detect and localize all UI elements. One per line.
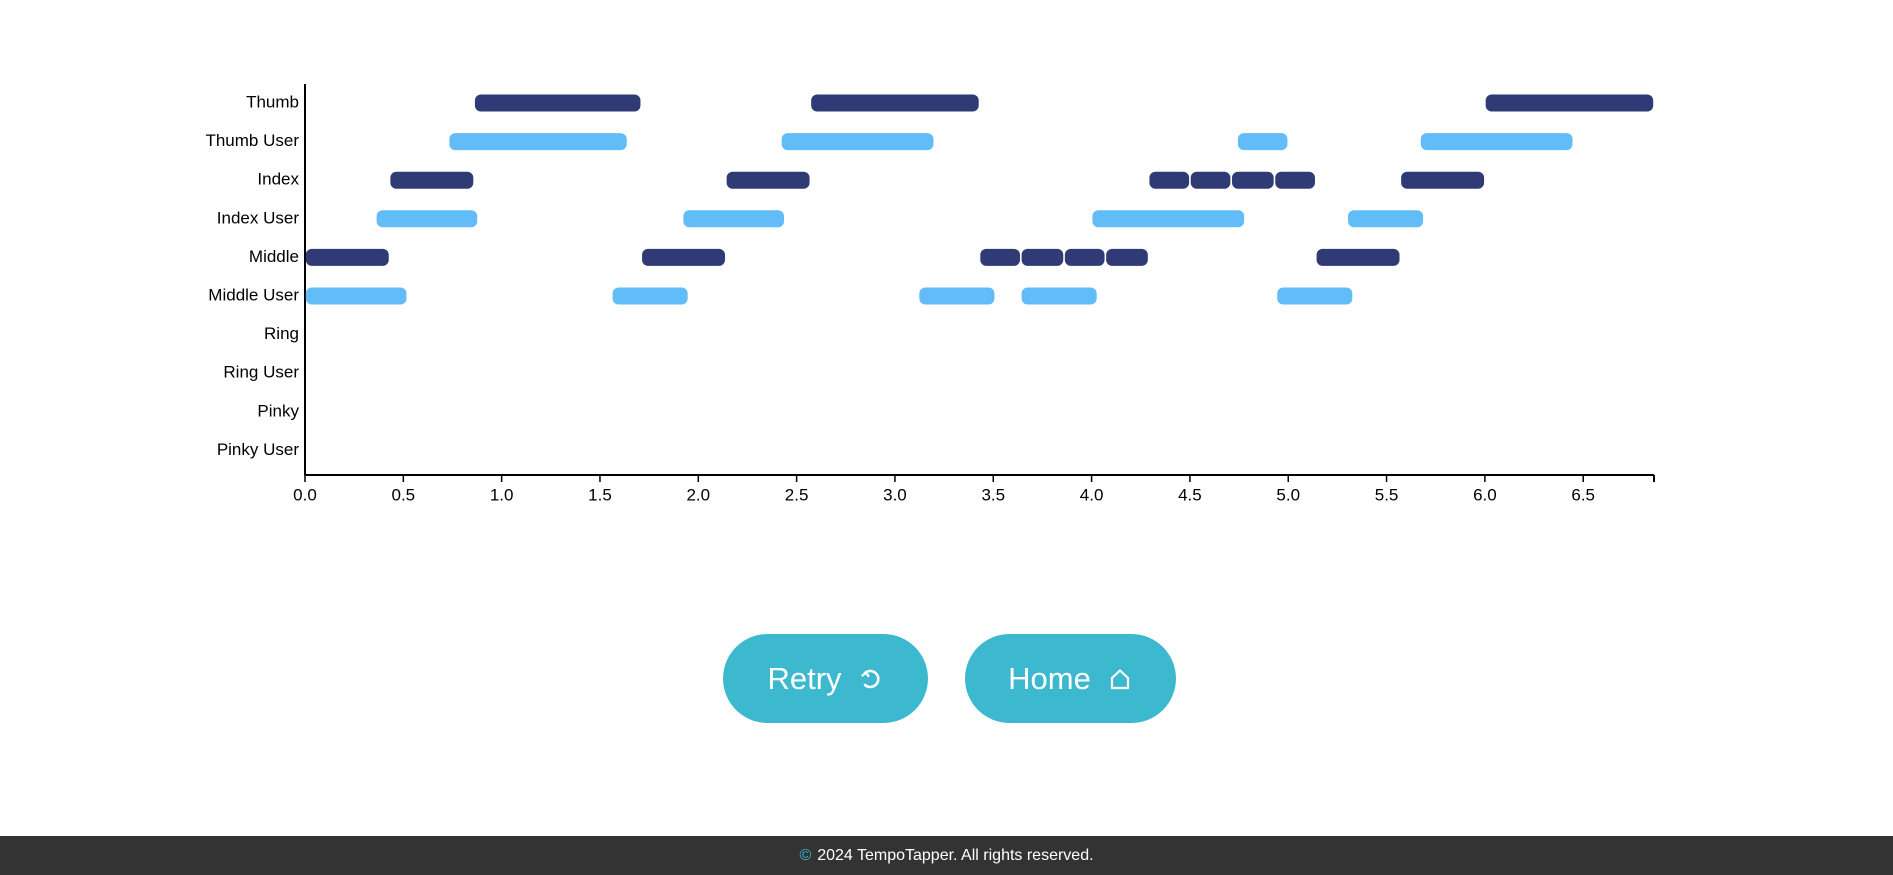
target-timing-bar — [642, 248, 726, 266]
row-label: Middle — [249, 247, 299, 266]
row-label: Pinky User — [217, 440, 300, 459]
x-tick-label: 4.0 — [1080, 485, 1104, 504]
row-label: Thumb — [246, 92, 299, 111]
row-label: Thumb User — [205, 131, 299, 150]
x-tick-label: 3.0 — [883, 485, 907, 504]
user-timing-bar — [1092, 210, 1245, 228]
target-timing-bar — [1106, 248, 1148, 266]
target-timing-bar — [1401, 171, 1485, 189]
home-label: Home — [1008, 660, 1091, 696]
x-tick-label: 4.5 — [1178, 485, 1202, 504]
user-timing-bar — [449, 133, 627, 151]
home-button[interactable]: Home — [965, 634, 1176, 723]
x-tick-label: 0.5 — [392, 485, 416, 504]
target-timing-bar — [305, 248, 389, 266]
row-label: Middle User — [208, 285, 299, 304]
target-timing-bar — [980, 248, 1020, 266]
copyright-text: 2024 TempoTapper. All rights reserved. — [817, 846, 1094, 864]
x-tick-label: 0.0 — [293, 485, 317, 504]
x-tick-label: 2.0 — [686, 485, 710, 504]
target-timing-bar — [1316, 248, 1400, 266]
user-timing-bar — [1277, 287, 1353, 305]
x-tick-label: 5.5 — [1375, 485, 1399, 504]
target-timing-bar — [811, 94, 979, 112]
x-tick-label: 6.5 — [1571, 485, 1595, 504]
user-timing-bar — [1237, 133, 1288, 151]
x-tick-label: 6.0 — [1473, 485, 1497, 504]
user-timing-bar — [1420, 133, 1573, 151]
user-timing-bar — [376, 210, 478, 228]
target-timing-bar — [1232, 171, 1274, 189]
copyright-symbol: © — [799, 846, 812, 864]
user-timing-bar — [1021, 287, 1097, 305]
target-timing-bar — [1064, 248, 1105, 266]
target-timing-bar — [726, 171, 810, 189]
home-icon — [1107, 666, 1133, 692]
row-label: Pinky — [257, 401, 299, 420]
x-tick-label: 3.5 — [981, 485, 1005, 504]
x-tick-label: 1.0 — [490, 485, 514, 504]
timing-chart-svg: Thumb Thumb User Index Index User Middle Midd… — [205, 84, 1655, 504]
target-timing-bar — [1275, 171, 1315, 189]
x-tick-label: 5.0 — [1276, 485, 1300, 504]
row-label: Ring — [264, 324, 299, 343]
retry-label: Retry — [767, 660, 842, 696]
user-timing-bar — [305, 287, 407, 305]
target-timing-bar — [1485, 94, 1654, 112]
retry-button[interactable]: Retry — [723, 634, 928, 723]
user-timing-bar — [1348, 210, 1424, 228]
user-timing-bar — [683, 210, 785, 228]
target-timing-bar — [474, 94, 641, 112]
target-timing-bar — [390, 171, 474, 189]
user-timing-bar — [612, 287, 688, 305]
target-timing-bar — [1149, 171, 1190, 189]
x-tick-label: 2.5 — [785, 485, 809, 504]
target-timing-bar — [1190, 171, 1231, 189]
timing-chart: Thumb Thumb User Index Index User Middle Midd… — [205, 84, 1655, 504]
row-label: Index — [257, 170, 299, 189]
user-timing-bar — [781, 133, 934, 151]
user-timing-bar — [919, 287, 995, 305]
page-footer: © 2024 TempoTapper. All rights reserved. — [0, 836, 1893, 875]
row-label: Ring User — [223, 363, 299, 382]
row-label: Index User — [217, 208, 300, 227]
target-timing-bar — [1021, 248, 1064, 266]
retry-icon — [858, 666, 884, 692]
x-tick-label: 1.5 — [588, 485, 612, 504]
